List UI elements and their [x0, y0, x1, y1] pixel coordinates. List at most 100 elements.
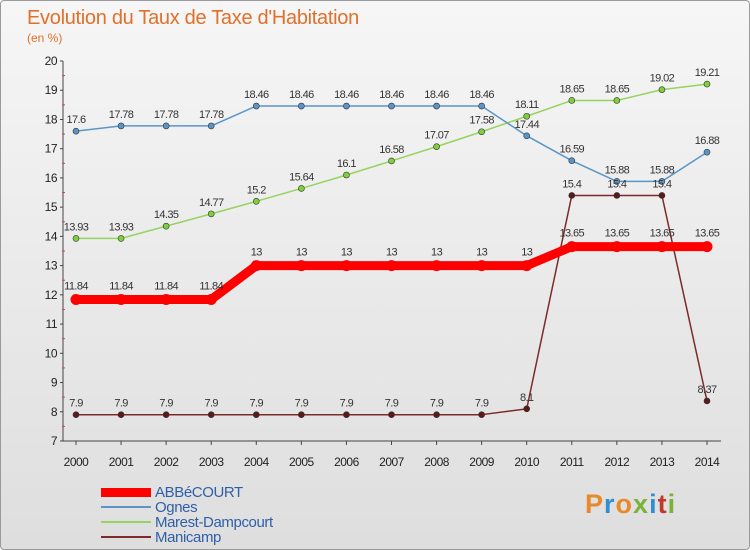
data-point: [250, 260, 262, 272]
data-label: 7.9: [430, 398, 444, 410]
data-label: 7.9: [204, 398, 218, 410]
legend-item: Marest-Dampcourt: [101, 514, 401, 531]
logo-letter: r: [604, 489, 616, 519]
x-tick-label: 2000: [64, 455, 90, 469]
logo-letter: x: [633, 489, 650, 519]
chart-unit-label: (en %): [27, 31, 63, 45]
data-label: 13.93: [109, 221, 134, 233]
data-point: [658, 86, 666, 93]
data-point: [523, 112, 531, 120]
data-point: [298, 411, 305, 418]
data-label: 11.84: [154, 281, 178, 293]
legend-item: Ognes: [101, 499, 401, 516]
data-label: 17.6: [66, 114, 85, 126]
data-label: 13.93: [64, 221, 89, 233]
y-tick-label: 10: [45, 346, 58, 360]
data-point: [295, 260, 307, 272]
data-point: [117, 411, 125, 418]
data-label: 7.9: [475, 398, 489, 410]
data-point: [298, 102, 305, 110]
y-tick-label: 16: [45, 171, 58, 185]
legend: ABBéCOURT Ognes Marest-Dampcourt Manicamp: [101, 484, 401, 546]
data-point: [386, 260, 397, 272]
data-label: 16.58: [379, 144, 404, 156]
data-label: 7.9: [295, 398, 309, 410]
legend-swatch: [101, 487, 151, 497]
data-point: [205, 294, 217, 306]
data-point: [207, 122, 215, 130]
data-label: 8.37: [697, 384, 716, 396]
y-tick-label: 17: [45, 142, 58, 156]
legend-item: Manicamp: [101, 529, 401, 546]
data-label: 15.88: [605, 164, 630, 176]
logo-letter: t: [657, 489, 668, 519]
data-point: [160, 294, 172, 306]
x-tick-label: 2011: [560, 455, 585, 469]
data-point: [656, 241, 668, 253]
data-label: 18.46: [334, 89, 359, 101]
data-point: [521, 260, 533, 272]
data-point: [343, 411, 350, 418]
x-tick-label: 2013: [650, 455, 676, 469]
data-point: [568, 192, 576, 199]
data-label: 17.58: [469, 115, 494, 127]
y-tick-label: 7: [51, 434, 58, 448]
data-label: 17.78: [154, 109, 179, 121]
data-label: 13: [431, 247, 443, 259]
data-label: 7.9: [340, 398, 354, 410]
data-label: 18.46: [469, 89, 494, 101]
data-label: 19.21: [695, 67, 720, 79]
data-point: [340, 260, 352, 272]
data-point: [72, 411, 80, 418]
data-label: 13: [521, 247, 533, 259]
data-label: 13: [296, 247, 308, 259]
data-label: 15.88: [650, 164, 675, 176]
data-point: [703, 148, 711, 156]
data-label: 8.1: [520, 392, 534, 404]
data-label: 15.4: [607, 178, 626, 190]
x-tick-label: 2007: [379, 455, 405, 469]
data-labels: 7.9 7.9 7.9 7.9 7.9 7.9 7.9 7.9 7.9 7.9 8.1 15.4 15.…: [64, 67, 721, 410]
x-tick-label: 2005: [289, 455, 315, 469]
data-label: 19.02: [650, 73, 675, 85]
data-point: [478, 102, 485, 110]
data-point: [658, 178, 666, 185]
x-tick-label: 2012: [605, 455, 631, 469]
data-label: 11.84: [199, 281, 223, 293]
data-label: 16.88: [695, 135, 720, 147]
data-point: [703, 397, 711, 405]
y-tick-label: 12: [45, 288, 58, 302]
data-label: 16.1: [337, 158, 356, 170]
data-point: [298, 185, 305, 192]
data-point: [72, 235, 80, 242]
y-tick-label: 8: [51, 405, 58, 419]
data-label: 18.46: [379, 89, 404, 101]
data-label: 14.77: [199, 197, 224, 209]
data-point: [566, 241, 578, 253]
data-point: [252, 411, 260, 418]
series-1: [72, 102, 711, 185]
data-label: 17.07: [424, 130, 449, 142]
logo-letter: i: [667, 489, 677, 519]
x-tick-label: 2014: [695, 455, 721, 469]
data-label: 16.59: [560, 144, 585, 156]
x-tick-label: 2010: [514, 455, 540, 469]
axes: 7 8 9 10 11 12 13 14 15 16 17 18 19 20 2000 2001 2002 200…: [45, 54, 721, 469]
data-point: [115, 294, 127, 306]
data-label: 7.9: [385, 398, 399, 410]
data-point: [701, 241, 713, 253]
y-tick-label: 19: [45, 83, 58, 97]
data-point: [252, 198, 260, 205]
data-point: [433, 411, 440, 418]
data-point: [523, 132, 531, 140]
x-tick-label: 2002: [154, 455, 180, 469]
data-point: [207, 411, 215, 418]
legend-item: ABBéCOURT: [101, 484, 401, 501]
data-label: 13: [251, 247, 263, 259]
data-label: 18.46: [244, 89, 269, 101]
data-point: [72, 127, 80, 135]
series-2: [72, 80, 711, 242]
series-0: [70, 241, 713, 306]
